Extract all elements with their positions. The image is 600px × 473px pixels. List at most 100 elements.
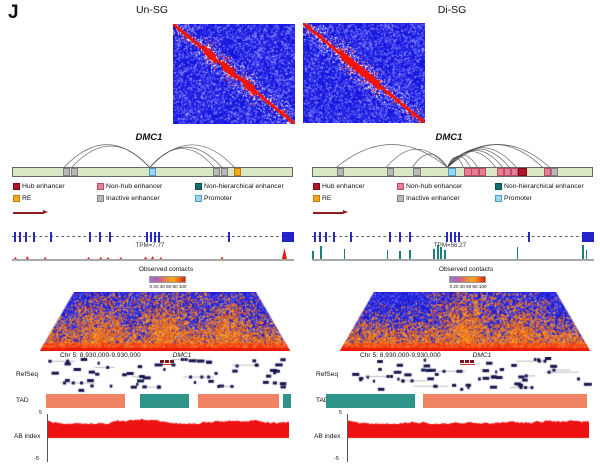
terminal-exon-box	[582, 231, 594, 242]
ab-axis	[47, 414, 48, 462]
signal-bar	[440, 247, 443, 259]
enhancer-arcs	[335, 144, 550, 168]
legend-label: RE	[22, 195, 32, 202]
signal-bar	[320, 246, 322, 259]
exon-tick	[108, 231, 111, 242]
hic-triangle-heatmap	[340, 292, 590, 351]
signal-bar	[582, 245, 584, 259]
exon-tick	[349, 231, 352, 242]
tpm-label: TPM=7.77	[135, 242, 165, 249]
tad-segment-salmon	[423, 394, 587, 408]
signal-bar	[343, 249, 346, 259]
enhancer-box-inactive	[550, 168, 559, 176]
column-title: Un-SG	[135, 4, 169, 16]
exon-tick	[458, 231, 461, 242]
ab-index-label: AB index	[314, 433, 341, 440]
refseq-track	[348, 357, 592, 393]
exon-tick	[13, 231, 16, 242]
legend-label: Inactive enhancer	[406, 195, 460, 202]
legend-swatch-promoter	[495, 195, 502, 202]
exon-tick	[98, 231, 101, 242]
signal-peak	[281, 248, 287, 259]
legend-swatch-nonhier	[195, 183, 202, 190]
signal-bar	[399, 251, 401, 259]
refseq-label: RefSeq	[316, 371, 338, 378]
legend-item-re: RE	[313, 195, 331, 202]
gene-direction-arrow-icon	[13, 210, 49, 216]
signal-peak	[106, 257, 110, 259]
enhancer-box-nonhub	[478, 168, 486, 176]
exon-tick	[319, 231, 322, 242]
signal-bar	[433, 249, 435, 259]
gene-label: DMC1	[435, 132, 463, 143]
legend-item-nonhier: Non-hierarchical enhancer	[495, 183, 584, 190]
signal-peak	[25, 256, 29, 259]
enhancer-box-inactive	[337, 168, 345, 176]
signal-peak	[151, 256, 154, 259]
refseq-label: RefSeq	[16, 371, 38, 378]
ab-index-track	[348, 416, 589, 439]
ab-axis-min: -5	[334, 456, 339, 462]
signal-bar	[437, 245, 439, 259]
enhancer-arc	[447, 147, 517, 168]
hic-contact-map	[173, 24, 295, 124]
tad-segment-teal	[326, 394, 415, 408]
enhancer-box-inactive	[213, 168, 221, 176]
legend-item-nonhub: Non-hub enhancer	[397, 183, 462, 190]
legend-swatch-nonhier	[495, 183, 502, 190]
enhancer-arc	[385, 148, 448, 168]
hic-contact-map	[303, 23, 425, 123]
legend-label: Hub enhancer	[22, 183, 65, 190]
legend-swatch-re	[13, 195, 20, 202]
enhancer-arcs	[63, 144, 235, 168]
ab-axis-max: 5	[39, 410, 43, 416]
column-un-sg: Un-SG DMC1 Hub enhancer Non-hub enhancer N…	[0, 4, 300, 462]
terminal-exon-box	[282, 231, 294, 242]
signal-bar	[585, 250, 588, 259]
exon-tick	[149, 231, 152, 242]
ab-axis-min: -5	[34, 456, 39, 462]
exon-tick	[19, 231, 22, 242]
column-title: Di-SG	[437, 4, 467, 16]
legend-swatch-hub	[13, 183, 20, 190]
exon-tick	[528, 231, 530, 242]
signal-peak	[43, 257, 47, 259]
exon-tick	[228, 231, 230, 242]
enhancer-box-hub	[517, 168, 528, 176]
enhancer-box-inactive	[63, 168, 71, 176]
enhancer-box-inactive	[220, 168, 228, 176]
arrow-line	[313, 212, 343, 214]
enhancer-box-nonhub	[543, 168, 551, 176]
colorbar-ticks: 0 20 40 60 80 100	[449, 285, 487, 290]
gene-model-track	[12, 231, 294, 242]
signal-bar	[386, 250, 389, 259]
signal-bar	[516, 247, 519, 259]
enhancer-box-re	[233, 168, 241, 176]
legend-item-promoter: Promoter	[195, 195, 232, 202]
tad-track	[0, 394, 300, 408]
hic-triangle-heatmap	[40, 292, 290, 351]
tad-label: TAD	[16, 397, 29, 404]
enhancer-arc	[71, 145, 150, 168]
tpm-label: TPM=56.27	[433, 242, 467, 249]
enhancer-bar	[12, 167, 293, 177]
legend-item-nonhub: Non-hub enhancer	[97, 183, 162, 190]
tad-label: TAD	[316, 397, 329, 404]
legend-label: Non-hub enhancer	[106, 183, 163, 190]
enhancer-box-nonhub	[464, 168, 472, 176]
panel-letter: J	[8, 2, 19, 23]
gene-label: DMC1	[135, 132, 163, 143]
ab-axis-max: 5	[339, 410, 343, 416]
legend-item-promoter: Promoter	[495, 195, 532, 202]
ab-index-label: AB index	[14, 433, 41, 440]
exon-tick	[145, 231, 148, 242]
tad-segment-salmon	[198, 394, 279, 408]
exon-tick	[88, 231, 91, 242]
exon-tick	[408, 231, 411, 242]
arrow-head	[43, 210, 48, 214]
colorbar-gradient	[149, 276, 186, 283]
arrow-head	[343, 210, 348, 214]
tad-segment-salmon	[46, 394, 125, 408]
legend-swatch-promoter	[195, 195, 202, 202]
